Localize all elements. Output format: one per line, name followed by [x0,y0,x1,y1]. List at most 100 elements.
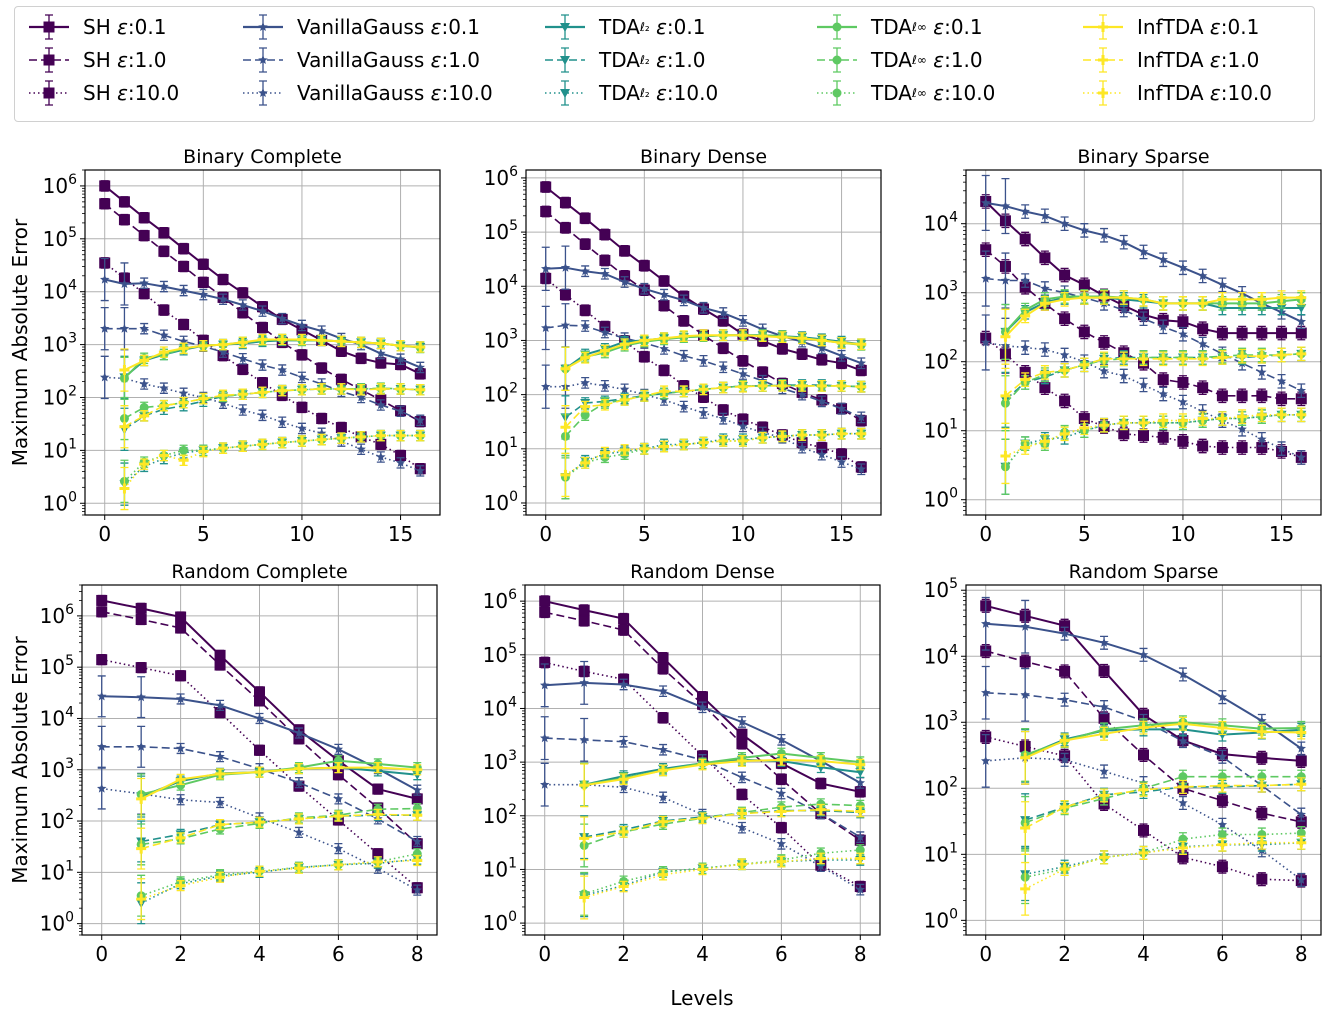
series-line [140,813,418,850]
data-point [1138,824,1149,836]
data-point [159,383,169,393]
legend-epsilon: ε: [933,15,951,39]
data-point [578,604,590,616]
data-point [776,754,787,765]
data-point [215,797,225,807]
data-point [99,198,111,210]
data-point [1217,413,1228,424]
series-inf-eps-1.0 [560,379,867,450]
data-point [540,205,552,217]
y-tick-label: 102 [484,381,518,407]
legend-item: InfTDA ε: 10.0 [1081,78,1272,108]
data-point [1197,270,1208,280]
legend-method: TDA [599,48,640,72]
data-point [335,422,347,434]
legend-eps-value: 1.0 [134,48,167,72]
data-point [698,384,709,395]
data-point [336,336,347,347]
data-point [1236,390,1248,402]
data-point [316,383,327,394]
data-point [1197,382,1209,394]
data-point [1296,809,1306,819]
y-tick-label: 102 [483,802,517,828]
legend-subscript: ℓ∞ [911,20,927,34]
data-point [139,355,150,366]
data-point [355,352,367,364]
y-tick-label: 105 [43,225,77,251]
data-point [1216,390,1228,402]
data-point [215,768,226,779]
y-tick-label: 104 [40,704,74,730]
x-tick-label: 15 [1269,522,1294,546]
data-point [1217,294,1228,305]
data-point [1158,389,1168,399]
legend-line-sample [243,47,283,73]
data-point [541,323,551,332]
data-point [1020,823,1031,834]
data-point [639,443,650,454]
data-point [1296,348,1307,359]
legend-marker-star [258,55,268,64]
data-point [1119,305,1129,315]
data-point [600,380,610,390]
data-point [1059,863,1070,874]
legend-marker-square [43,54,55,66]
data-point [277,437,288,448]
legend-line-sample [817,14,857,40]
data-point [159,281,169,291]
data-point [335,373,347,385]
data-point [777,380,788,391]
data-point [175,694,186,703]
series-line [123,434,421,482]
legend-subscript: ℓ₂ [639,20,650,34]
data-point [217,274,229,286]
data-point [658,744,668,754]
data-point [139,410,150,421]
legend-marker-circle [832,22,842,32]
legend-subscript: ℓ₂ [639,86,650,100]
data-point [1296,779,1307,790]
legend-item: VanillaGauss ε: 1.0 [241,45,480,75]
data-point [1099,353,1110,364]
data-point [600,327,610,337]
data-point [139,379,149,388]
data-point [1177,415,1188,426]
y-tick-label: 104 [924,642,958,668]
legend-epsilon: ε: [117,15,135,39]
legend-eps-value: 1.0 [448,48,480,72]
data-point [855,806,866,817]
data-point [215,819,226,830]
data-point [855,832,865,842]
y-tick-label: 101 [40,858,74,884]
data-point [118,214,130,226]
legend-marker-plus [1098,22,1108,32]
data-point [376,452,386,461]
y-tick-label: 100 [924,906,958,932]
data-point [1099,420,1110,431]
series-line [101,787,418,891]
legend-method: InfTDA [1137,81,1204,105]
data-point [1217,730,1228,740]
data-point [836,428,847,439]
data-point [1178,772,1188,782]
data-point [1177,842,1188,853]
data-point [1256,837,1267,848]
plot-area [980,596,1307,916]
data-point [836,350,847,360]
data-point [599,399,610,410]
x-tick-label: 5 [638,522,651,546]
data-point [1178,397,1188,407]
legend-eps-value: 10.0 [134,81,180,105]
data-point [218,347,228,357]
x-tick-label: 8 [1295,942,1308,966]
data-point [1276,443,1287,453]
data-point [294,728,304,738]
legend-item: TDA ℓ₂ ε: 10.0 [543,78,718,108]
data-point [1119,371,1129,381]
data-point [1019,233,1031,245]
x-tick-label: 0 [538,942,551,966]
data-point [776,748,786,758]
data-point [1217,829,1227,839]
